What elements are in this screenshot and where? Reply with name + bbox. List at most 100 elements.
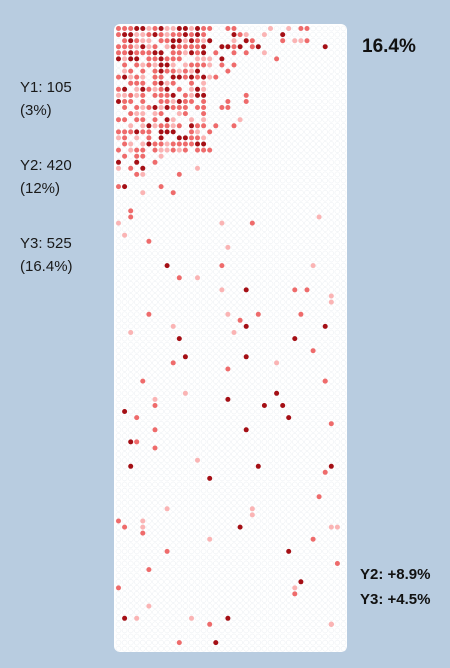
empty-dot: [188, 165, 195, 172]
empty-dot: [176, 378, 183, 384]
empty-dot: [286, 183, 292, 190]
empty-dot: [237, 615, 243, 621]
empty-dot: [225, 183, 231, 190]
empty-dot: [158, 566, 164, 573]
filled-dot-dark: [189, 74, 194, 80]
empty-dot: [219, 80, 225, 86]
empty-dot: [225, 621, 231, 627]
empty-dot: [188, 281, 195, 287]
empty-dot: [267, 463, 274, 469]
empty-dot: [249, 609, 256, 615]
empty-dot: [213, 512, 219, 518]
empty-dot: [133, 360, 140, 366]
filled-dot-medium: [201, 111, 207, 117]
empty-dot: [194, 402, 201, 409]
empty-dot: [231, 530, 237, 536]
empty-dot: [249, 226, 256, 232]
empty-dot: [231, 275, 237, 281]
empty-dot: [310, 573, 316, 579]
empty-dot: [127, 573, 134, 579]
filled-dot-light: [182, 50, 188, 56]
empty-dot: [206, 378, 213, 384]
empty-dot: [213, 159, 219, 166]
empty-dot: [188, 396, 195, 403]
empty-dot: [206, 86, 213, 93]
empty-dot: [304, 548, 310, 555]
empty-dot: [115, 372, 122, 378]
empty-dot: [194, 433, 201, 439]
empty-dot: [170, 646, 176, 652]
empty-dot: [255, 500, 261, 506]
empty-dot: [121, 433, 128, 439]
empty-dot: [176, 475, 183, 482]
empty-dot: [280, 220, 286, 226]
empty-dot: [249, 287, 256, 293]
empty-dot: [340, 275, 347, 281]
empty-dot: [213, 530, 219, 536]
empty-dot: [298, 74, 304, 80]
empty-dot: [146, 579, 152, 585]
scatter-dot-dark: [207, 475, 213, 481]
empty-dot: [182, 299, 189, 305]
empty-dot: [188, 633, 195, 640]
empty-dot: [188, 159, 195, 166]
empty-dot: [182, 208, 189, 214]
empty-dot: [152, 646, 158, 652]
empty-dot: [152, 226, 158, 232]
empty-dot: [194, 177, 201, 184]
empty-dot: [273, 463, 280, 469]
empty-dot: [243, 135, 249, 141]
empty-dot: [200, 591, 207, 597]
empty-dot: [340, 445, 347, 451]
empty-dot: [140, 414, 146, 421]
empty-dot: [225, 402, 231, 409]
empty-dot: [213, 250, 219, 257]
empty-dot: [213, 31, 219, 38]
empty-dot: [152, 299, 158, 305]
empty-dot: [206, 494, 213, 500]
empty-dot: [243, 566, 249, 573]
empty-dot: [322, 183, 328, 190]
empty-dot: [273, 530, 280, 536]
empty-dot: [255, 408, 261, 415]
empty-dot: [200, 500, 207, 506]
filled-dot-light: [176, 111, 182, 117]
empty-dot: [243, 232, 249, 238]
empty-dot: [322, 457, 328, 463]
empty-dot: [158, 44, 164, 50]
empty-dot: [267, 232, 274, 238]
empty-dot: [334, 566, 341, 573]
empty-dot: [188, 548, 195, 555]
empty-dot: [310, 408, 316, 415]
empty-dot: [182, 317, 189, 323]
empty-dot: [328, 129, 334, 135]
empty-dot: [322, 487, 328, 494]
empty-dot: [127, 530, 134, 536]
empty-dot: [115, 202, 122, 208]
empty-dot: [340, 390, 347, 396]
empty-dot: [194, 524, 201, 530]
empty-dot: [164, 451, 170, 457]
empty-dot: [133, 548, 140, 555]
empty-dot: [261, 98, 268, 105]
empty-dot: [213, 360, 219, 366]
empty-dot: [194, 408, 201, 415]
empty-dot: [334, 445, 341, 451]
empty-dot: [219, 445, 225, 451]
empty-dot: [127, 354, 134, 360]
empty-dot: [255, 481, 261, 488]
empty-dot: [255, 518, 261, 524]
filled-dot-light: [128, 123, 134, 129]
empty-dot: [340, 597, 347, 603]
empty-dot: [310, 384, 316, 390]
empty-dot: [304, 421, 310, 427]
empty-dot: [334, 390, 341, 396]
empty-dot: [237, 189, 243, 196]
empty-dot: [146, 396, 152, 403]
empty-dot: [231, 500, 237, 506]
empty-dot: [225, 506, 231, 512]
empty-dot: [194, 329, 201, 336]
empty-dot: [219, 317, 225, 323]
empty-dot: [316, 597, 322, 603]
filled-dot-light: [170, 26, 176, 31]
